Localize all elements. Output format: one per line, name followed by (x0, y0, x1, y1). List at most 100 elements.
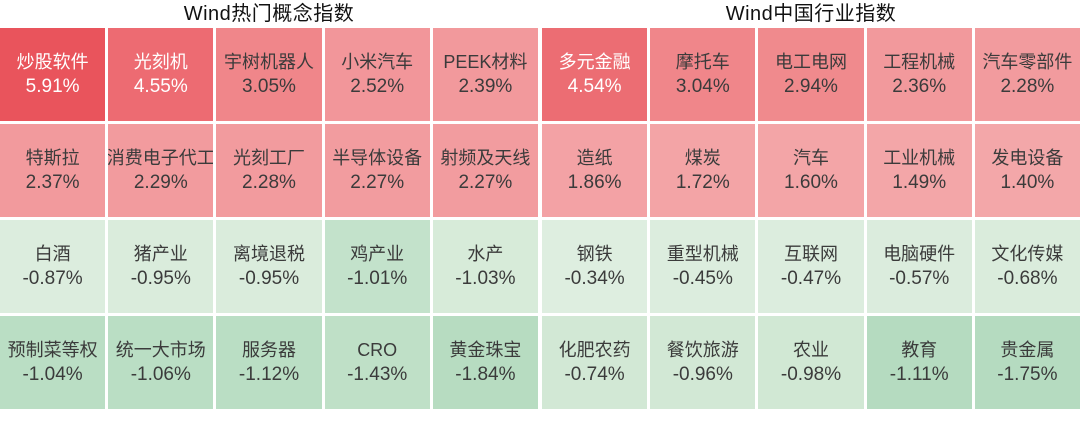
index-change: 4.54% (567, 76, 622, 97)
index-change: 1.72% (675, 172, 730, 193)
index-cell[interactable]: 炒股软件 5.91% (0, 28, 106, 121)
index-cell[interactable]: 汽车 1.60% (758, 124, 864, 217)
index-cell[interactable]: 发电设备 1.40% (974, 124, 1080, 217)
index-change: 2.94% (784, 76, 838, 97)
index-change: 1.49% (892, 172, 947, 193)
index-change: 1.86% (567, 172, 622, 193)
index-cell[interactable]: 消费电子代工 2.29% (108, 124, 214, 217)
index-name: 光刻工厂 (232, 148, 305, 168)
index-cell[interactable]: 煤炭 1.72% (650, 124, 756, 217)
index-cell[interactable]: 半导体设备 2.27% (324, 124, 430, 217)
index-cell[interactable]: 统一大市场 -1.06% (108, 316, 214, 409)
index-name: 煤炭 (684, 148, 721, 168)
index-cell[interactable]: 工程机械 2.36% (866, 28, 972, 121)
index-name: 摩托车 (675, 52, 730, 72)
index-cell[interactable]: CRO -1.43% (324, 316, 430, 409)
industry-index-section: Wind中国行业指数 多元金融 4.54% 摩托车 3.04% 电工电网 2.94% 工程机… (542, 0, 1080, 409)
index-change: 2.29% (133, 172, 188, 193)
index-cell[interactable]: 餐饮旅游 -0.96% (650, 316, 756, 409)
index-cell[interactable]: 射频及天线 2.27% (432, 124, 538, 217)
index-change: 1.40% (1000, 172, 1055, 193)
index-cell[interactable]: 文化传媒 -0.68% (974, 220, 1080, 313)
index-change: -1.75% (997, 364, 1058, 385)
index-change: 2.28% (1000, 76, 1055, 97)
index-cell[interactable]: 化肥农药 -0.74% (542, 316, 648, 409)
index-name: 统一大市场 (115, 340, 206, 360)
index-change: -1.03% (455, 268, 516, 289)
index-change: -0.96% (672, 364, 733, 385)
index-name: 贵金属 (1000, 340, 1055, 360)
index-name: 汽车 (792, 148, 829, 168)
index-change: -0.95% (238, 268, 300, 289)
index-cell[interactable]: 白酒 -0.87% (0, 220, 106, 313)
index-name: 教育 (901, 340, 938, 360)
index-cell[interactable]: 预制菜等权 -1.04% (0, 316, 106, 409)
index-name: 餐饮旅游 (666, 340, 739, 360)
index-change: 1.60% (784, 172, 838, 193)
index-name: 互联网 (783, 244, 838, 264)
index-name: 工程机械 (883, 52, 956, 72)
index-cell[interactable]: 工业机械 1.49% (866, 124, 972, 217)
index-cell[interactable]: 特斯拉 2.37% (0, 124, 106, 217)
index-name: 造纸 (576, 148, 613, 168)
index-cell[interactable]: 黄金珠宝 -1.84% (432, 316, 538, 409)
index-name: 半导体设备 (332, 148, 423, 168)
index-name: 消费电子代工 (108, 148, 214, 168)
index-cell[interactable]: 电工电网 2.94% (758, 28, 864, 121)
index-change: 5.91% (25, 76, 80, 97)
index-cell[interactable]: 光刻机 4.55% (108, 28, 214, 121)
index-name: 小米汽车 (341, 52, 414, 72)
index-change: 2.27% (350, 172, 405, 193)
index-cell[interactable]: 互联网 -0.47% (758, 220, 864, 313)
index-name: 光刻机 (133, 52, 188, 72)
index-cell[interactable]: PEEK材料 2.39% (432, 28, 538, 121)
index-cell[interactable]: 多元金融 4.54% (542, 28, 648, 121)
index-change: 3.04% (675, 76, 730, 97)
index-name: 电工电网 (774, 52, 847, 72)
index-cell[interactable]: 摩托车 3.04% (650, 28, 756, 121)
index-cell[interactable]: 宇树机器人 3.05% (216, 28, 322, 121)
index-cell[interactable]: 重型机械 -0.45% (650, 220, 756, 313)
index-cell[interactable]: 贵金属 -1.75% (974, 316, 1080, 409)
index-cell[interactable]: 钢铁 -0.34% (542, 220, 648, 313)
index-change: 2.28% (242, 172, 296, 193)
index-cell[interactable]: 小米汽车 2.52% (324, 28, 430, 121)
index-change: -0.74% (564, 364, 625, 385)
index-name: 发电设备 (991, 148, 1064, 168)
index-name: 猪产业 (133, 244, 188, 264)
index-name: 电脑硬件 (883, 244, 956, 264)
index-change: 2.39% (458, 76, 513, 97)
concept-index-grid: 炒股软件 5.91% 光刻机 4.55% 宇树机器人 3.05% 小米汽车 2.52% PEEK… (0, 28, 538, 409)
index-name: 多元金融 (558, 52, 631, 72)
index-cell[interactable]: 教育 -1.11% (866, 316, 972, 409)
index-name: 特斯拉 (25, 148, 80, 168)
index-cell[interactable]: 猪产业 -0.95% (108, 220, 214, 313)
index-cell[interactable]: 鸡产业 -1.01% (324, 220, 430, 313)
index-change: -1.12% (238, 364, 300, 385)
index-change: 4.55% (133, 76, 188, 97)
index-change: -0.57% (889, 268, 950, 289)
industry-index-grid: 多元金融 4.54% 摩托车 3.04% 电工电网 2.94% 工程机械 2.36% 汽车零部件… (542, 28, 1080, 409)
index-change: 2.52% (350, 76, 405, 97)
index-name: 化肥农药 (558, 340, 631, 360)
index-name: PEEK材料 (443, 52, 528, 72)
index-name: 离境退税 (232, 244, 305, 264)
index-name: 文化传媒 (991, 244, 1064, 264)
index-cell[interactable]: 汽车零部件 2.28% (974, 28, 1080, 121)
index-change: -0.47% (780, 268, 842, 289)
index-cell[interactable]: 水产 -1.03% (432, 220, 538, 313)
index-cell[interactable]: 服务器 -1.12% (216, 316, 322, 409)
index-change: -0.45% (672, 268, 733, 289)
index-change: -0.98% (780, 364, 842, 385)
index-cell[interactable]: 农业 -0.98% (758, 316, 864, 409)
index-cell[interactable]: 光刻工厂 2.28% (216, 124, 322, 217)
index-cell[interactable]: 造纸 1.86% (542, 124, 648, 217)
index-cell[interactable]: 离境退税 -0.95% (216, 220, 322, 313)
index-change: 2.37% (25, 172, 80, 193)
industry-section-title: Wind中国行业指数 (725, 3, 897, 25)
index-cell[interactable]: 电脑硬件 -0.57% (866, 220, 972, 313)
index-change: -1.84% (455, 364, 516, 385)
index-name: 工业机械 (883, 148, 956, 168)
index-change: 2.27% (458, 172, 513, 193)
index-name: 预制菜等权 (7, 340, 98, 360)
